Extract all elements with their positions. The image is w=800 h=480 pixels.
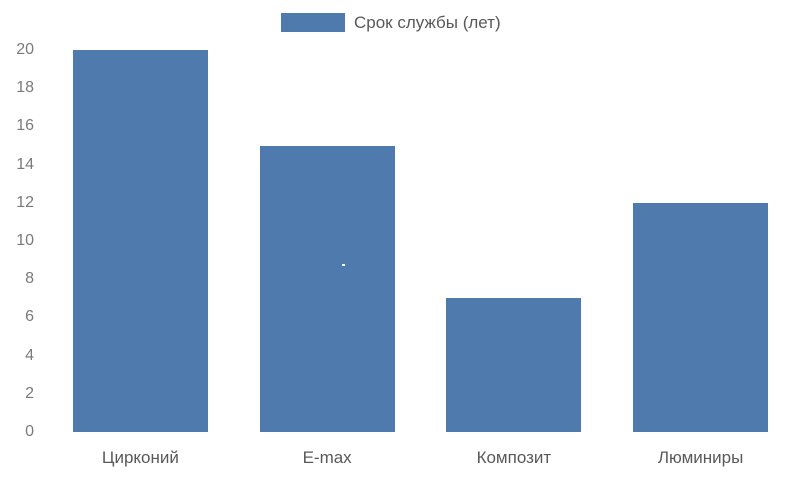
y-tick-label: 20 <box>16 41 34 58</box>
bar-Люминиры <box>633 202 769 432</box>
y-tick-label: 6 <box>25 308 34 326</box>
y-tick-label: 2 <box>25 384 34 402</box>
x-category-label: E-max <box>302 448 352 467</box>
y-axis: 0 2 4 6 8 10 12 14 16 18 20 <box>0 42 34 440</box>
bar-Цирконий <box>72 50 208 432</box>
y-tick-label: 8 <box>25 270 34 288</box>
legend-swatch <box>281 13 345 32</box>
bar-cell <box>607 50 794 432</box>
x-category-label: Цирконий <box>101 448 179 467</box>
artifact-dot <box>276 118 279 120</box>
y-tick-label: 16 <box>16 117 34 135</box>
y-tick-label: 4 <box>25 346 34 364</box>
legend-label: Срок службы (лет) <box>354 13 501 32</box>
y-tick-label: 18 <box>16 79 34 97</box>
bar-cell <box>234 50 421 432</box>
legend: Срок службы (лет) <box>281 13 501 32</box>
bar-cell <box>47 50 234 432</box>
bar-Композит <box>446 298 582 432</box>
bar-cell <box>421 50 608 432</box>
x-category-label: Композит <box>476 448 552 467</box>
plot-area <box>47 50 794 432</box>
x-axis: Цирконий E-max Композит Люминиры <box>47 446 794 470</box>
x-category-label: Люминиры <box>657 448 744 467</box>
y-tick-label: 10 <box>16 232 34 249</box>
bar-E-max <box>259 145 395 432</box>
y-tick-label: 12 <box>16 193 34 211</box>
artifact-dot <box>342 264 345 266</box>
y-tick-label: 0 <box>25 423 34 440</box>
y-tick-label: 14 <box>16 155 34 173</box>
